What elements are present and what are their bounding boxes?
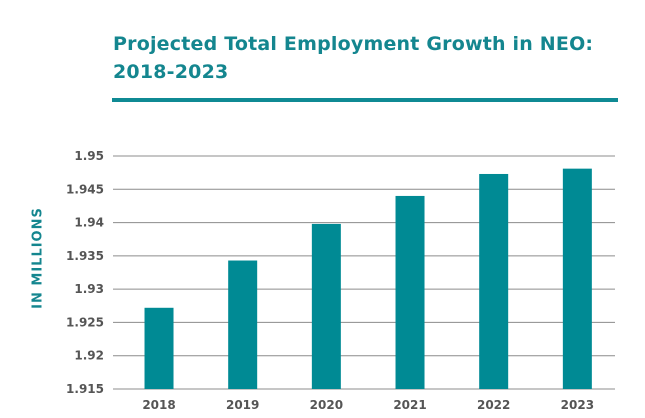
bar-2020 xyxy=(311,223,341,389)
x-tick-label: 2021 xyxy=(393,398,426,412)
y-tick-label: 1.95 xyxy=(74,149,104,163)
chart-title-line-2: 2018-2023 xyxy=(113,61,229,83)
y-tick-label: 1.93 xyxy=(74,282,104,296)
y-tick-label: 1.92 xyxy=(74,349,104,363)
y-tick-label: 1.925 xyxy=(66,315,104,329)
bar-2023 xyxy=(562,168,592,389)
bar-2022 xyxy=(479,173,509,389)
bar-2019 xyxy=(228,260,258,389)
chart-title-line-1: Projected Total Employment Growth in NEO… xyxy=(113,33,594,55)
bar-2021 xyxy=(395,195,425,389)
y-tick-label: 1.945 xyxy=(66,182,104,196)
x-tick-label: 2018 xyxy=(142,398,175,412)
x-tick-label: 2023 xyxy=(561,398,594,412)
y-tick-label: 1.94 xyxy=(74,216,104,230)
title-underline xyxy=(112,98,618,102)
x-tick-label: 2019 xyxy=(226,398,259,412)
bar-2018 xyxy=(144,307,174,389)
y-tick-label: 1.915 xyxy=(66,382,104,396)
chart-title: Projected Total Employment Growth in NEO… xyxy=(113,30,593,86)
x-tick-label: 2022 xyxy=(477,398,510,412)
y-tick-label: 1.935 xyxy=(66,249,104,263)
x-tick-label: 2020 xyxy=(310,398,343,412)
